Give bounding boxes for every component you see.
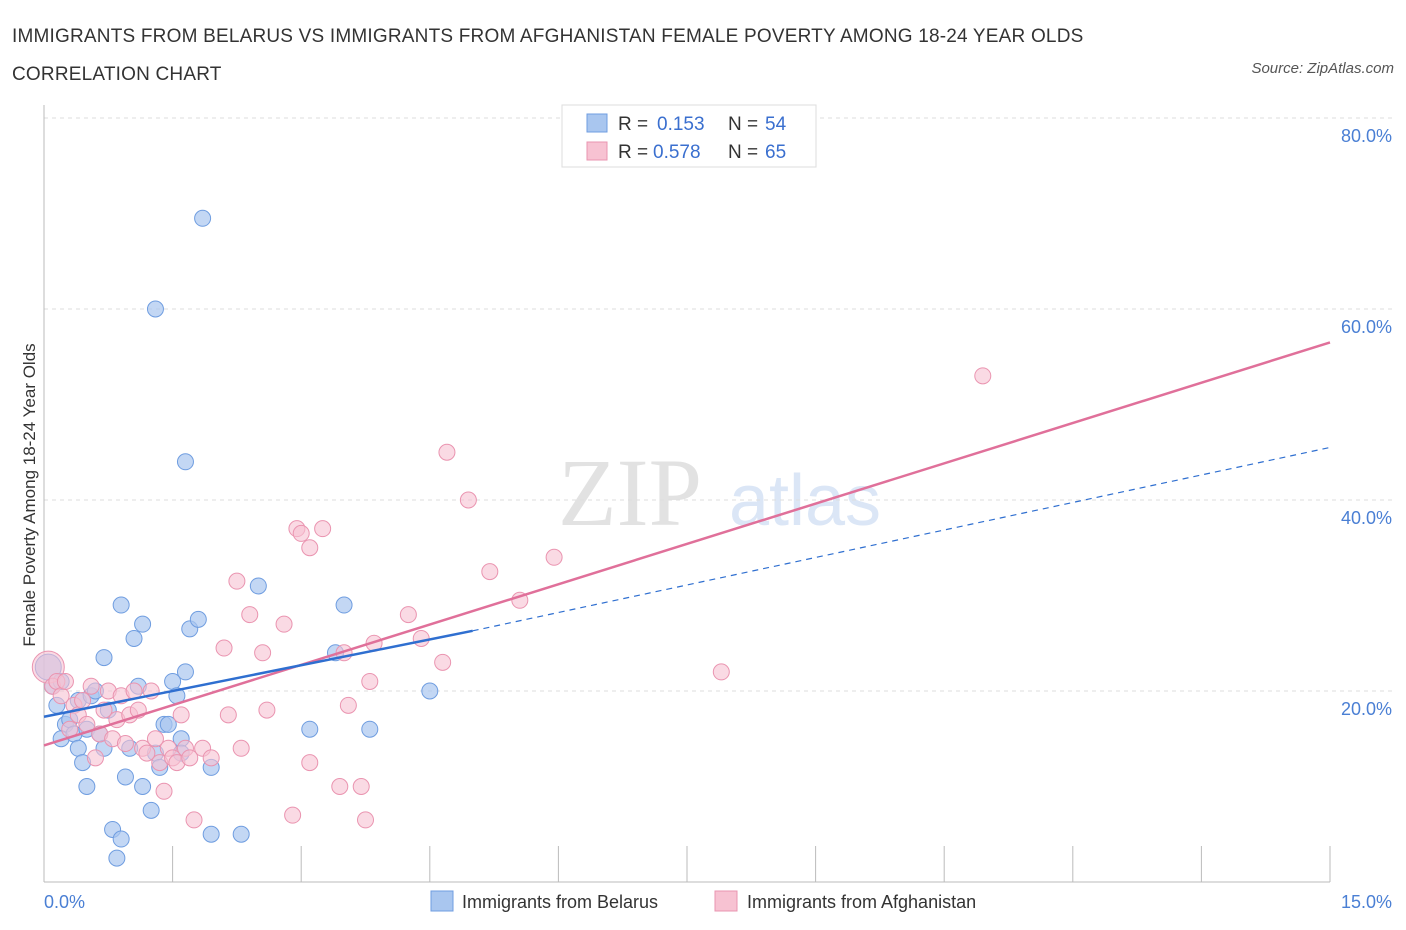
belarus-point — [189, 610, 207, 628]
afghanistan-point — [459, 491, 477, 509]
bottom-legend-swatch-belarus — [430, 890, 454, 912]
belarus-point — [194, 209, 212, 227]
afghanistan-point — [712, 663, 730, 681]
grid-lines — [44, 117, 1395, 692]
x-tick-label-max: 15.0% — [1341, 892, 1392, 912]
belarus-point — [421, 682, 439, 700]
legend-r-label-afghanistan: R = — [618, 142, 648, 163]
afghanistan-point — [181, 749, 199, 767]
belarus-point — [176, 453, 194, 471]
y-tick-label-80: 80.0% — [1341, 126, 1392, 146]
watermark-zip: ZIP — [558, 439, 702, 546]
afghanistan-point — [399, 606, 417, 624]
afghanistan-point — [292, 524, 310, 542]
afghanistan-point — [481, 563, 499, 581]
afghanistan-point — [155, 782, 173, 800]
legend-r-value-afghanistan: 0.578 — [653, 142, 701, 163]
afghanistan-point — [254, 644, 272, 662]
afghanistan-point — [438, 443, 456, 461]
belarus-point — [112, 596, 130, 614]
afghanistan-point — [232, 739, 250, 757]
afghanistan-point — [434, 653, 452, 671]
bottom-legend-swatch-afghanistan — [714, 890, 738, 912]
belarus-point — [134, 778, 152, 795]
belarus-point — [108, 849, 126, 867]
legend-n-value-afghanistan: 65 — [765, 142, 786, 163]
x-ticks — [43, 846, 1331, 882]
legend-swatch-afghanistan — [586, 141, 608, 161]
source-label: Source: ZipAtlas.com — [1251, 60, 1394, 77]
legend-r-label-belarus: R = — [618, 114, 648, 135]
afghanistan-point — [275, 615, 293, 633]
legend-n-label-belarus: N = — [728, 114, 758, 135]
afghanistan-point — [545, 548, 563, 566]
afghanistan-point — [301, 539, 319, 557]
legend-n-label-afghanistan: N = — [728, 142, 758, 163]
belarus-point — [95, 649, 113, 667]
belarus-point — [301, 720, 319, 738]
afghanistan-point — [82, 677, 100, 695]
belarus-trend-line-extension — [472, 446, 1331, 632]
trend-lines — [43, 341, 1331, 747]
y-tick-label-60: 60.0% — [1341, 317, 1392, 337]
afghanistan-point — [284, 806, 302, 824]
afghanistan-point — [219, 706, 237, 724]
belarus-point — [116, 768, 134, 786]
bottom-legend: Immigrants from Belarus Immigrants from … — [430, 890, 976, 912]
belarus-trend-line — [43, 629, 473, 719]
afghanistan-point — [215, 639, 233, 657]
belarus-point — [69, 739, 87, 757]
y-tick-label-20: 20.0% — [1341, 699, 1392, 719]
y-axis-label: Female Poverty Among 18-24 Year Olds — [20, 343, 39, 646]
belarus-point — [78, 778, 96, 795]
belarus-point — [361, 720, 379, 738]
y-tick-label-40: 40.0% — [1341, 508, 1392, 528]
belarus-point — [249, 577, 267, 595]
afghanistan-point — [352, 778, 370, 795]
belarus-point — [159, 715, 177, 733]
legend-swatch-belarus — [586, 113, 608, 133]
afghanistan-point — [412, 629, 430, 647]
belarus-point — [202, 825, 220, 843]
afghanistan-point — [86, 749, 104, 767]
afghanistan-point — [146, 730, 164, 748]
afghanistan-point — [331, 778, 349, 795]
afghanistan-point — [74, 692, 92, 710]
belarus-point — [146, 300, 164, 318]
afghanistan-point — [202, 749, 220, 767]
x-tick-label-min: 0.0% — [44, 892, 85, 912]
afghanistan-point — [361, 672, 379, 690]
afghanistan-point — [228, 572, 246, 590]
afghanistan-point — [314, 520, 332, 538]
bottom-legend-label-afghanistan: Immigrants from Afghanistan — [747, 892, 976, 912]
afghanistan-point — [301, 754, 319, 772]
afghanistan-point — [138, 744, 156, 762]
afghanistan-point — [258, 701, 276, 719]
legend-n-value-belarus: 54 — [765, 114, 787, 135]
belarus-point — [176, 663, 194, 681]
afghanistan-point — [241, 606, 259, 624]
legend-r-value-belarus: 0.153 — [657, 114, 705, 135]
belarus-point — [125, 629, 143, 647]
chart-title: IMMIGRANTS FROM BELARUS VS IMMIGRANTS FR… — [12, 26, 1084, 85]
afghanistan-point — [56, 672, 74, 690]
afghanistan-point — [116, 735, 134, 753]
afghanistan-trend-line — [43, 341, 1331, 747]
belarus-point — [335, 596, 353, 614]
afghanistan-point — [185, 811, 203, 829]
belarus-point — [142, 801, 160, 819]
y-tick-labels: 20.0% 40.0% 60.0% 80.0% — [1341, 126, 1392, 719]
afghanistan-point — [172, 706, 190, 724]
afghanistan-point — [339, 696, 357, 714]
top-legend: R = 0.153 N = 54 R = 0.578 N = 65 — [561, 104, 817, 168]
afghanistan-point — [974, 367, 992, 385]
belarus-point — [232, 825, 250, 843]
afghanistan-point — [357, 811, 374, 829]
belarus-point — [112, 830, 130, 848]
belarus-point — [134, 615, 152, 633]
watermark-atlas: atlas — [729, 461, 881, 541]
bottom-legend-label-belarus: Immigrants from Belarus — [462, 892, 658, 912]
